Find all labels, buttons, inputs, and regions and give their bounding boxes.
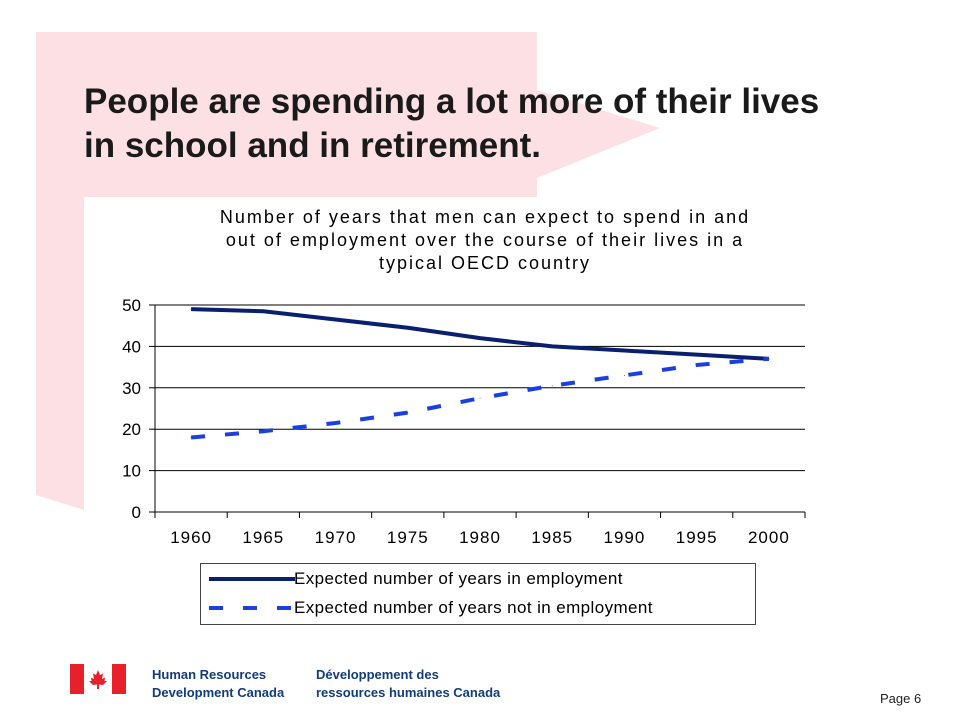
footer-en-line1: Human Resources: [152, 667, 267, 682]
chart-title-line3: typical OECD country: [378, 253, 592, 273]
legend-item-not-employment: Expected number of years not in employme…: [201, 594, 755, 624]
point-employment-1990: [623, 350, 625, 352]
x-tick-label-1985: 1985: [531, 528, 573, 547]
x-tick-label-1995: 1995: [676, 528, 718, 547]
chart-title-line2: out of employment over the course of the…: [225, 230, 745, 250]
footer-fr-line2: ressources humaines Canada: [316, 685, 501, 700]
point-employment-1995: [696, 354, 698, 356]
point-employment-1965: [262, 310, 264, 312]
y-tick-label-50: 50: [122, 296, 141, 315]
point-not-employment-1990: [623, 374, 625, 376]
slide-title-line1: People are spending a lot more of their …: [84, 82, 820, 121]
y-tick-label-40: 40: [122, 337, 141, 356]
point-not-employment-2000: [768, 358, 770, 360]
chart-title-line1: Number of years that men can expect to s…: [219, 207, 751, 227]
x-tick-label-1975: 1975: [387, 528, 429, 547]
footer-fr-line1: Développement des: [316, 667, 439, 682]
point-employment-1960: [190, 308, 192, 310]
y-tick-label-10: 10: [122, 462, 141, 481]
x-tick-label-2000: 2000: [748, 528, 790, 547]
x-tick-label-1970: 1970: [315, 528, 357, 547]
footer-en-line2: Development Canada: [152, 685, 285, 700]
x-tick-label-1960: 1960: [170, 528, 212, 547]
point-not-employment-1970: [335, 422, 337, 424]
point-employment-1970: [335, 318, 337, 320]
series-line-not-employment: [190, 356, 770, 440]
point-employment-1975: [407, 327, 409, 329]
legend-item-employment: Expected number of years in employment: [201, 565, 755, 595]
legend-label-not-employment: Expected number of years not in employme…: [294, 598, 653, 617]
chart-title: Number of years that men can expect to s…: [150, 206, 820, 275]
footer-department-english: Human Resources Development Canada: [152, 666, 284, 702]
point-not-employment-1995: [696, 364, 698, 366]
point-employment-1980: [479, 337, 481, 339]
legend-swatch-solid-line: [209, 577, 295, 581]
legend-swatch-dashed-line: [209, 606, 295, 610]
page-number: Page 6: [880, 691, 922, 706]
legend-label-employment: Expected number of years in employment: [294, 569, 623, 588]
slide-title: People are spending a lot more of their …: [84, 80, 904, 168]
series-line-employment: [191, 307, 770, 361]
x-tick-label-1980: 1980: [459, 528, 501, 547]
point-employment-1985: [551, 345, 553, 347]
point-not-employment-1960: [190, 436, 192, 438]
point-not-employment-1985: [551, 385, 553, 387]
slide-title-line2: in school and in retirement.: [84, 126, 542, 165]
y-tick-label-30: 30: [122, 379, 141, 398]
canada-flag-icon: [70, 664, 126, 694]
y-tick-label-20: 20: [122, 420, 141, 439]
y-tick-label-0: 0: [132, 503, 141, 522]
point-not-employment-1965: [262, 430, 264, 432]
footer-department-french: Développement des ressources humaines Ca…: [316, 666, 500, 702]
point-not-employment-1975: [407, 412, 409, 414]
chart-legend: Expected number of years in employment E…: [200, 563, 756, 625]
x-tick-label-1965: 1965: [242, 528, 284, 547]
x-tick-label-1990: 1990: [604, 528, 646, 547]
point-not-employment-1980: [479, 397, 481, 399]
